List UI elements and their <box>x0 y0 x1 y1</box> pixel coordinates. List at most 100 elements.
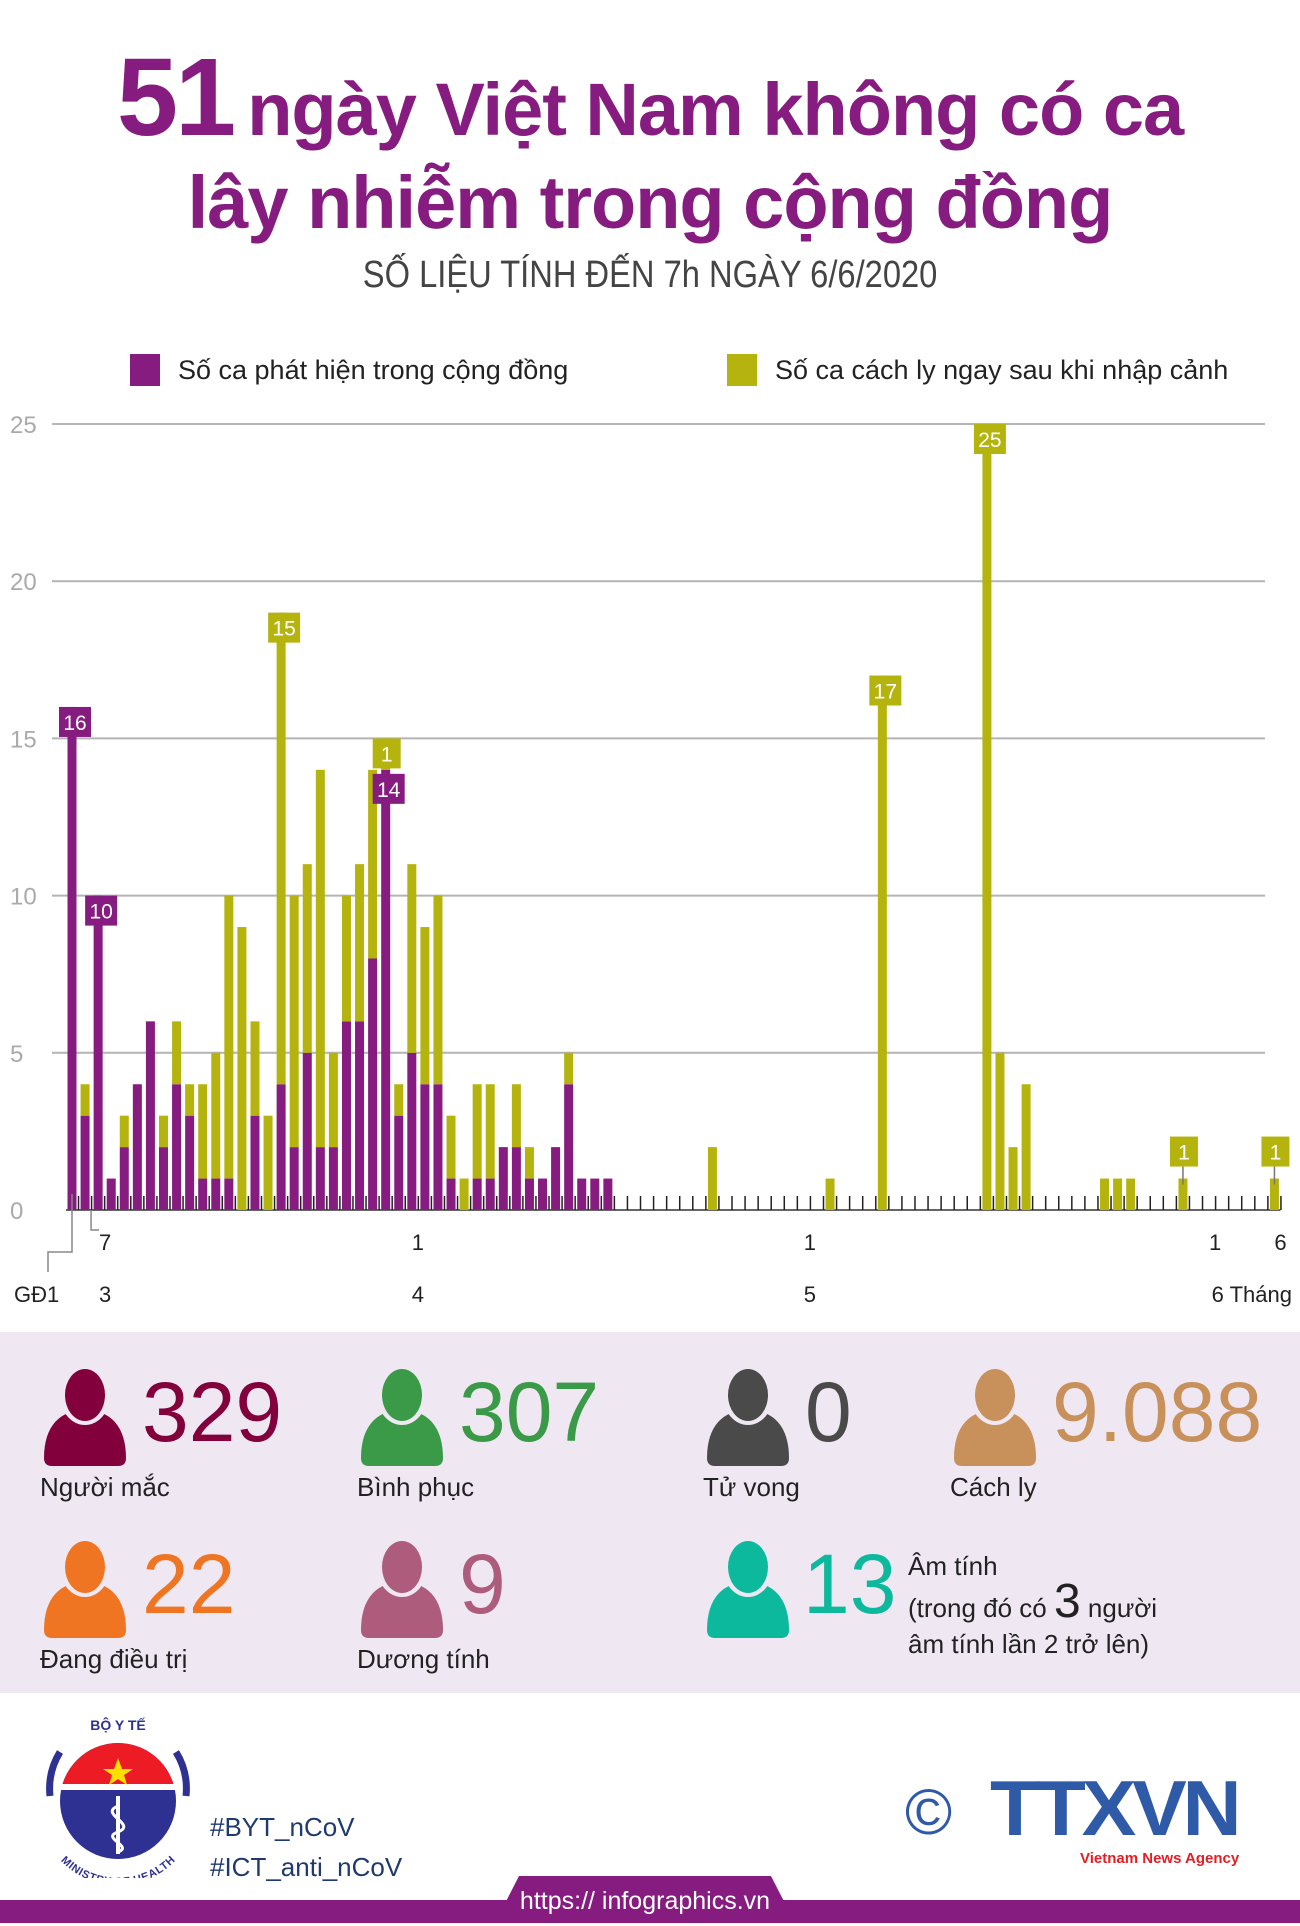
bar-quarantine <box>119 1115 129 1148</box>
bar-community <box>511 1147 521 1210</box>
bar-quarantine <box>511 1084 521 1148</box>
stat-value: 22 <box>142 1537 236 1631</box>
bar-quarantine <box>825 1178 835 1210</box>
bar-community <box>420 1084 430 1210</box>
x-day-label: 1 <box>1209 1230 1221 1255</box>
data-label: 17 <box>874 681 897 704</box>
bar-community <box>289 1147 299 1210</box>
bar-community <box>485 1178 495 1210</box>
data-label-box <box>59 706 91 737</box>
stats-panel <box>0 1332 1300 1693</box>
bar-community <box>185 1115 195 1210</box>
bar-community <box>119 1147 129 1210</box>
stat-label: Bình phục <box>357 1472 475 1502</box>
bar-quarantine <box>276 612 286 1085</box>
y-tick-label: 0 <box>10 1198 23 1225</box>
x-month-label: 3 <box>99 1282 111 1307</box>
person-icon <box>44 1540 126 1638</box>
bar-quarantine <box>302 864 312 1053</box>
stat-label: Người mắc <box>40 1472 170 1502</box>
bar-community <box>145 1021 155 1210</box>
bar-community <box>407 1052 417 1210</box>
bar-community <box>315 1147 325 1210</box>
data-label: 10 <box>89 901 112 924</box>
bar-community <box>368 958 378 1210</box>
person-icon <box>707 1368 789 1466</box>
stat-value: 307 <box>459 1365 600 1459</box>
stat-value: 9 <box>459 1537 506 1631</box>
bar-quarantine <box>172 1021 182 1085</box>
bar-quarantine <box>420 927 430 1085</box>
stat-label: Đang điều trị <box>40 1644 188 1674</box>
note-text: người <box>1080 1593 1158 1623</box>
stat-label: Dương tính <box>357 1644 490 1674</box>
negative-note-line3: âm tính lần 2 trở lên) <box>908 1629 1150 1659</box>
bar-quarantine <box>1126 1178 1136 1210</box>
legend-label-community: Số ca phát hiện trong cộng đồng <box>178 354 569 385</box>
note-text: (trong đó có <box>908 1593 1054 1623</box>
stat-label: Cách ly <box>950 1472 1037 1502</box>
x-month-label: 5 <box>804 1282 816 1307</box>
legend-swatch-community <box>130 354 160 386</box>
y-tick-label: 10 <box>10 884 37 911</box>
bar-quarantine <box>433 895 443 1085</box>
x-day-label: 6 <box>1274 1230 1286 1255</box>
legend-label-quarantine: Số ca cách ly ngay sau khi nhập cảnh <box>775 354 1229 385</box>
bar-community <box>538 1178 548 1210</box>
data-label-box <box>268 612 301 643</box>
x-day-label: 1 <box>804 1230 816 1255</box>
moh-logo-text: BỘ Y TẾ <box>90 1716 146 1733</box>
website-link[interactable]: https:// infographics.vn <box>495 1876 795 1923</box>
data-label: 16 <box>63 712 86 735</box>
bar-community <box>250 1115 260 1210</box>
hashtag-ict: #ICT_anti_nCoV <box>210 1852 403 1882</box>
y-tick-label: 20 <box>10 569 37 596</box>
legend-swatch-quarantine <box>727 354 757 386</box>
x-label-leader <box>90 1210 100 1231</box>
stat-value: 329 <box>142 1365 283 1459</box>
stat-label: Tử vong <box>703 1472 800 1502</box>
bar-quarantine <box>224 895 234 1179</box>
bar-quarantine <box>80 1084 90 1116</box>
gd1-bracket <box>47 1194 73 1272</box>
data-label: 15 <box>272 618 295 641</box>
negative-note-title: Âm tính <box>908 1551 998 1581</box>
legend-quarantine: Số ca cách ly ngay sau khi nhập cảnh <box>727 354 1228 386</box>
data-label-box <box>869 675 902 706</box>
data-label: 14 <box>377 779 401 802</box>
bar-quarantine <box>524 1147 534 1179</box>
bar-quarantine <box>315 769 325 1148</box>
bar-community <box>80 1115 90 1210</box>
data-label-box <box>372 738 401 769</box>
title-text: ngày Việt Nam không có ca <box>247 68 1184 151</box>
data-label: 1 <box>381 743 393 766</box>
x-day-label: 7 <box>99 1230 111 1255</box>
bar-quarantine <box>250 1021 260 1116</box>
data-label-box <box>85 895 118 926</box>
stat-value: 9.088 <box>1052 1365 1263 1459</box>
bar-quarantine <box>263 1115 273 1210</box>
y-tick-label: 15 <box>10 726 37 753</box>
x-month-label: GĐ1 <box>14 1282 59 1307</box>
bar-quarantine <box>877 675 887 1210</box>
stat-value: 0 <box>805 1365 852 1459</box>
bar-community <box>524 1178 534 1210</box>
negative-note-detail: (trong đó có 3 người <box>908 1578 1158 1626</box>
ttxvn-tagline: Vietnam News Agency <box>1080 1850 1240 1867</box>
data-label-box <box>973 424 1006 454</box>
data-label: 1 <box>1270 1142 1282 1165</box>
bar-community <box>328 1147 338 1210</box>
data-label: 25 <box>978 429 1001 452</box>
bar-community <box>564 1084 574 1210</box>
bar-quarantine <box>707 1147 717 1210</box>
bar-quarantine <box>485 1084 495 1179</box>
bar-community <box>433 1084 443 1210</box>
bar-community <box>172 1084 182 1210</box>
bar-quarantine <box>1113 1178 1123 1210</box>
bar-quarantine <box>407 864 417 1053</box>
bar-quarantine <box>211 1052 221 1179</box>
bar-community <box>132 1084 142 1210</box>
negative-note: Âm tính (trong đó có 3 người âm tính lần… <box>908 1548 1157 1662</box>
subtitle-text: SỐ LIỆU TÍNH ĐẾN 7h NGÀY 6/6/2020 <box>362 254 938 296</box>
